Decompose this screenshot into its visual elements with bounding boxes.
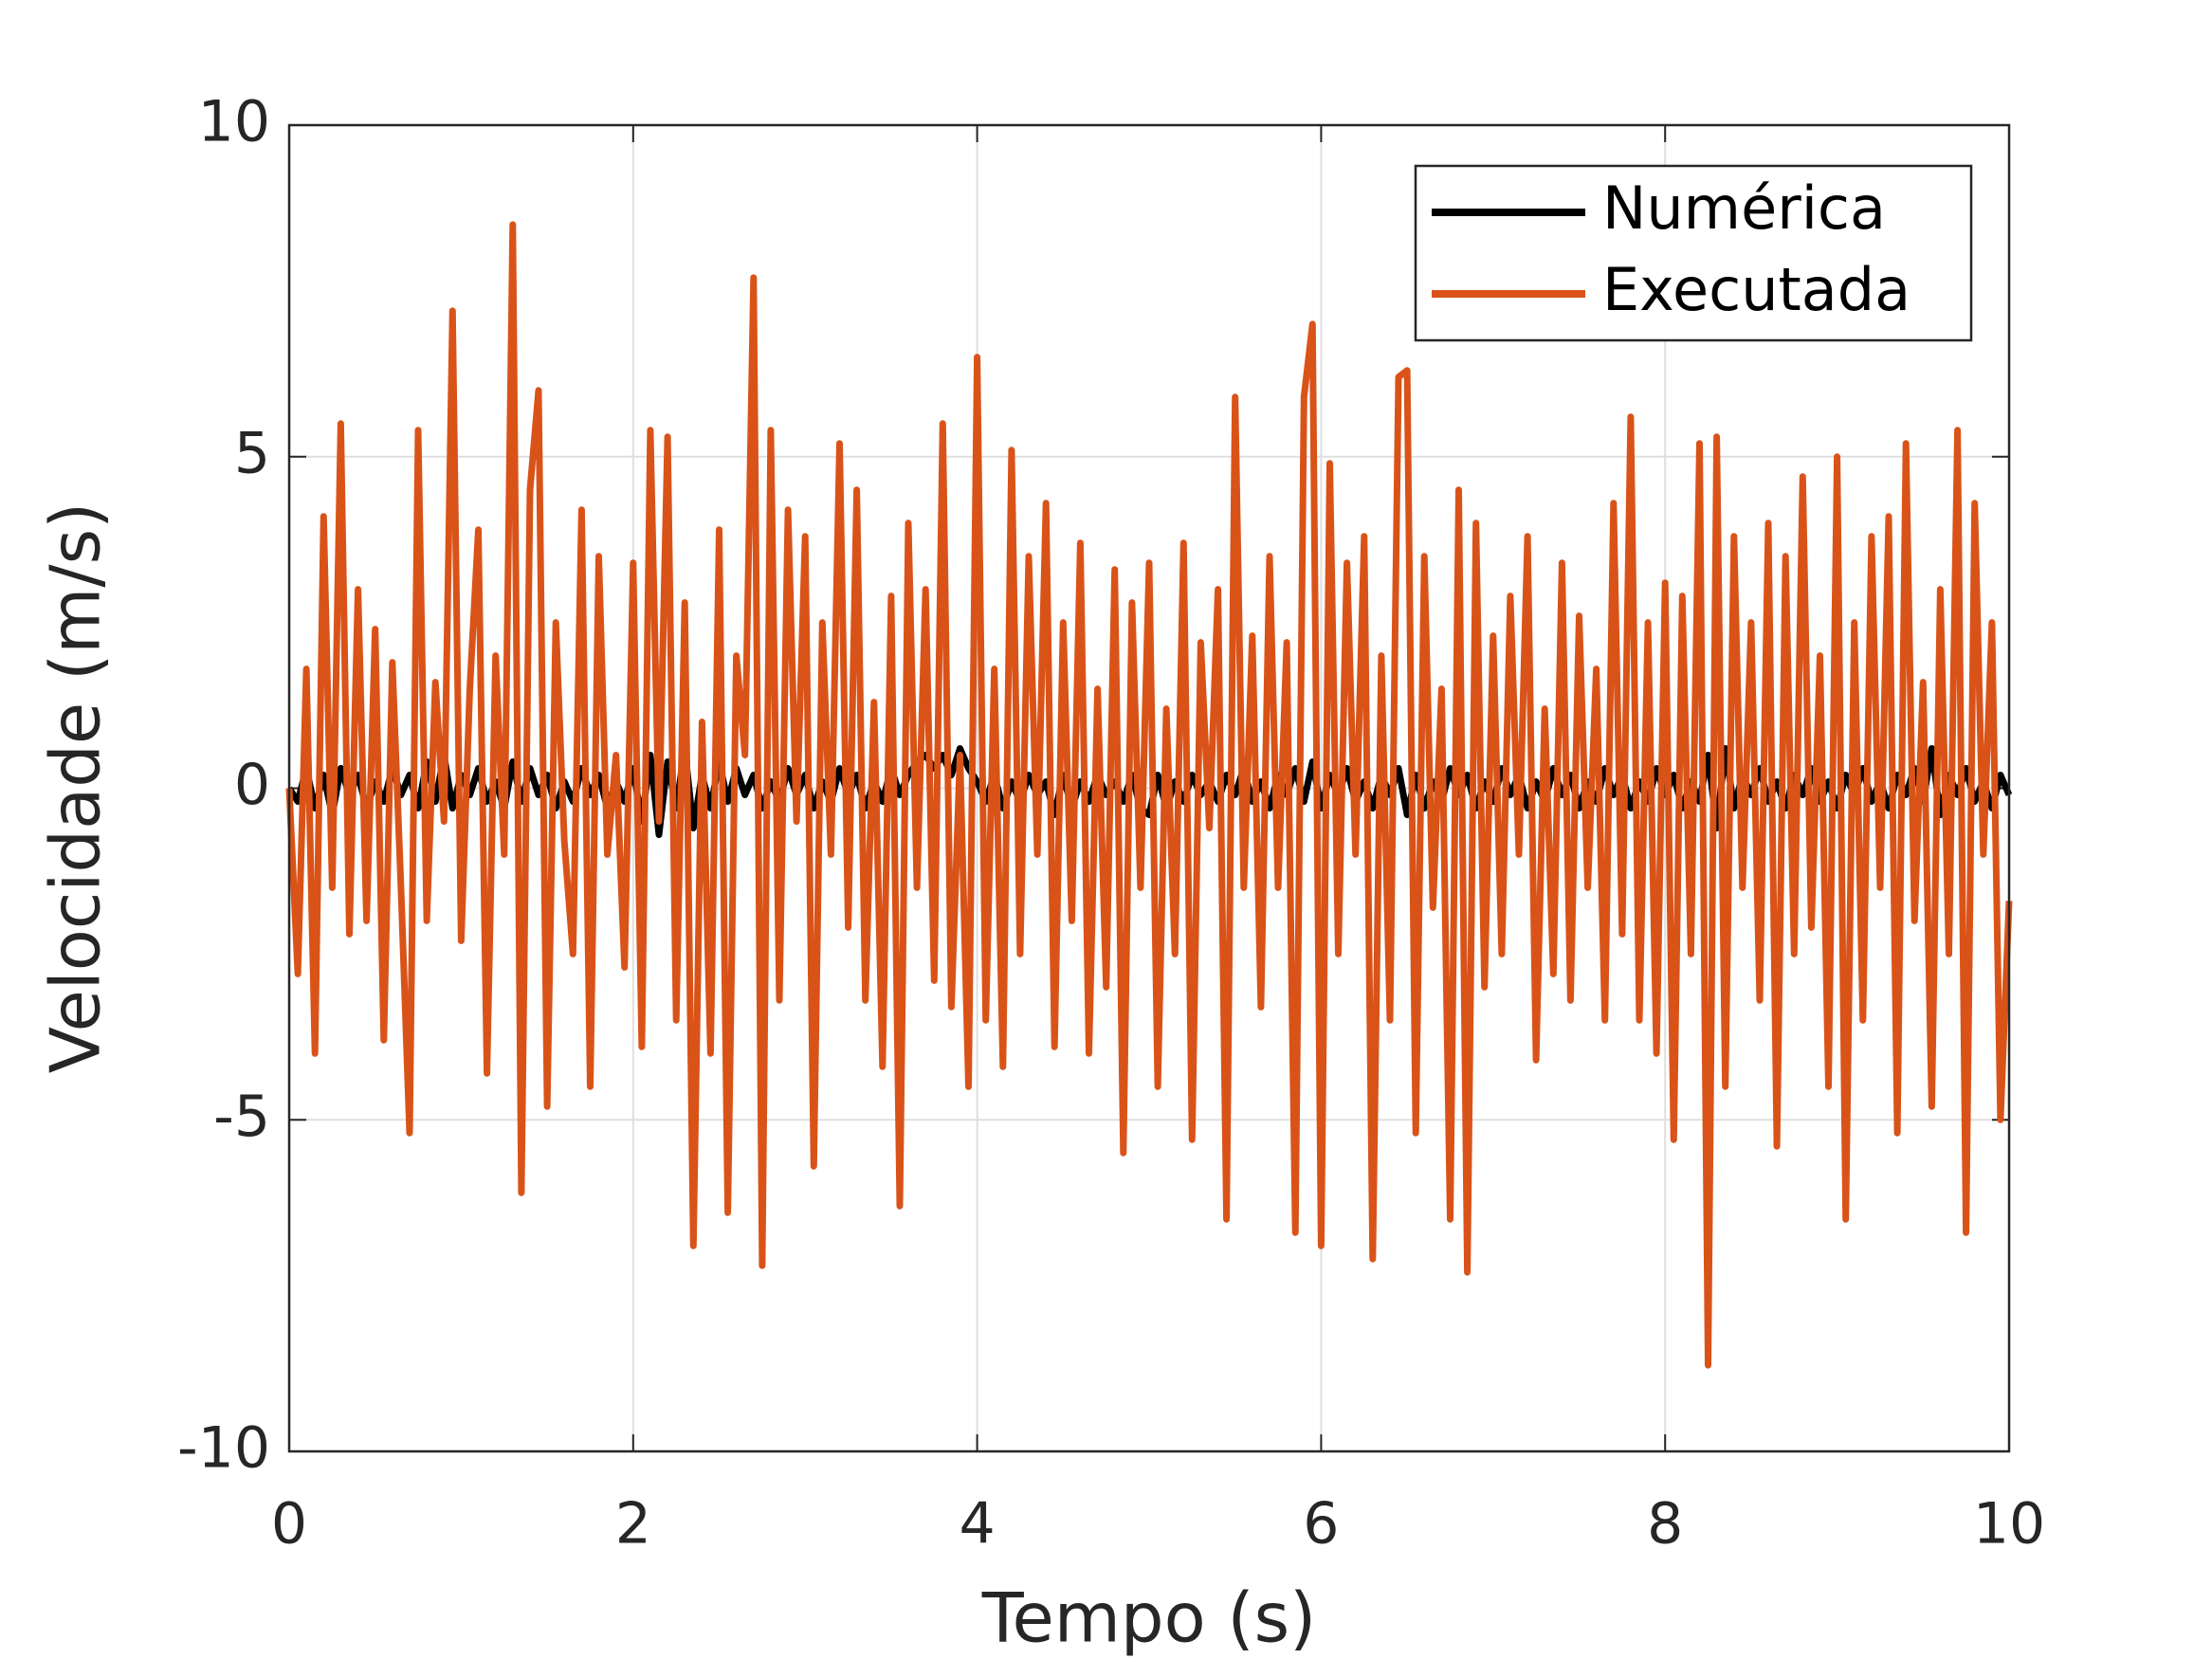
y-tick-label: 0	[234, 752, 270, 818]
x-tick-label: 4	[960, 1491, 996, 1558]
y-tick-label: -10	[177, 1415, 270, 1482]
legend-label: Executada	[1602, 255, 1910, 324]
y-tick-label: -5	[213, 1084, 270, 1150]
x-tick-label: 0	[271, 1491, 307, 1558]
x-tick-label: 10	[1973, 1491, 2045, 1558]
x-tick-label: 6	[1303, 1491, 1339, 1558]
y-tick-label: 5	[234, 420, 270, 486]
y-tick-label: 10	[198, 89, 270, 155]
legend-label: Numérica	[1602, 173, 1886, 243]
x-axis-label: Tempo (s)	[981, 1578, 1317, 1658]
plot-frame	[287, 123, 2011, 1453]
x-tick-label: 8	[1647, 1491, 1683, 1558]
legend-box	[1414, 164, 1973, 342]
x-tick-label: 2	[615, 1491, 651, 1558]
legend: Numérica Executada	[1414, 164, 1973, 342]
y-axis-label: Velocidade (m/s)	[36, 502, 116, 1073]
series-line	[285, 221, 2013, 1369]
